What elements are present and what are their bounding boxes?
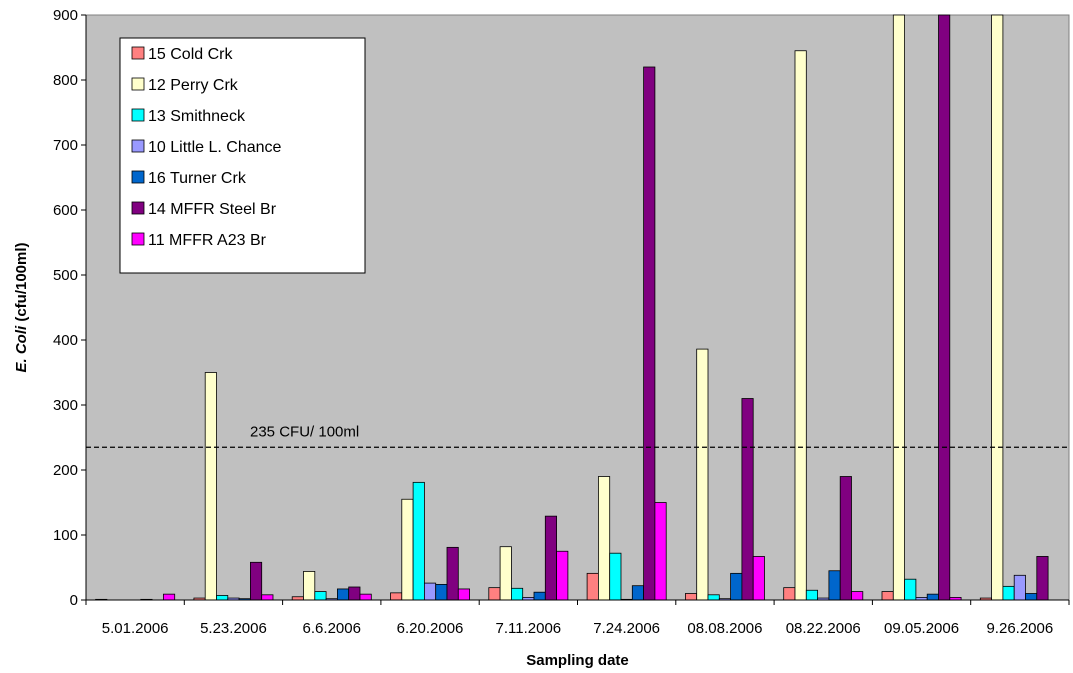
- y-tick-label: 600: [53, 202, 78, 219]
- legend-swatch: [131, 46, 145, 60]
- y-tick-label: 100: [53, 527, 78, 544]
- bar-1-8: [783, 587, 796, 601]
- legend-swatch: [131, 201, 145, 215]
- legend-swatch: [131, 139, 145, 153]
- bar-7-2: [261, 594, 274, 601]
- y-tick-label: 800: [53, 72, 78, 89]
- y-axis-title-italic: E. Coli: [13, 325, 30, 373]
- bar-6-10: [1036, 556, 1049, 601]
- bar-7-8: [851, 591, 864, 601]
- bar-3-7: [707, 594, 720, 601]
- y-tick-label: 700: [53, 137, 78, 154]
- legend-label: 16 Turner Crk: [148, 170, 247, 187]
- bar-3-3: [314, 591, 327, 601]
- bar-3-4: [412, 481, 425, 601]
- x-tick-label: 5.01.2006: [102, 620, 169, 637]
- bar-3-6: [609, 552, 622, 601]
- legend-label: 14 MFFR Steel Br: [148, 201, 277, 218]
- bar-6-7: [741, 398, 754, 601]
- bar-3-10: [1002, 585, 1015, 601]
- bar-1-9: [881, 591, 894, 601]
- bar-2-3: [303, 571, 316, 601]
- x-tick-label: 6.6.2006: [303, 620, 361, 637]
- bar-2-10: [991, 14, 1004, 601]
- bar-1-6: [586, 572, 599, 601]
- bar-2-5: [499, 546, 512, 601]
- bar-5-4: [435, 584, 448, 601]
- y-tick-label: 900: [53, 7, 78, 24]
- legend-swatch: [131, 77, 145, 91]
- legend-label: 12 Perry Crk: [148, 77, 239, 94]
- bar-3-5: [510, 587, 524, 601]
- bar-2-8: [794, 50, 807, 601]
- bar-2-6: [598, 476, 611, 601]
- y-tick-label: 200: [53, 462, 78, 479]
- bar-2-9: [892, 14, 905, 601]
- bar-5-7: [730, 572, 743, 601]
- legend-label: 11 MFFR A23 Br: [148, 232, 267, 249]
- bar-7-4: [457, 588, 470, 601]
- bar-2-4: [401, 498, 414, 601]
- legend-swatch: [131, 170, 145, 184]
- reference-line-label: 235 CFU/ 100ml: [250, 423, 359, 440]
- bar-4-10: [1013, 574, 1026, 601]
- x-tick-label: 08.22.2006: [786, 620, 861, 637]
- legend-label: 10 Little L. Chance: [148, 139, 282, 156]
- bar-7-5: [556, 550, 569, 601]
- y-tick-label: 500: [53, 267, 78, 284]
- bar-6-9: [938, 14, 951, 601]
- bars-group: [95, 14, 1049, 601]
- bar-3-2: [216, 595, 229, 601]
- bar-7-7: [752, 556, 765, 601]
- x-tick-label: 5.23.2006: [200, 620, 267, 637]
- x-tick-label: 7.24.2006: [593, 620, 660, 637]
- bar-4-4: [423, 582, 437, 601]
- bar-3-9: [904, 578, 917, 601]
- legend-label: 13 Smithneck: [148, 108, 246, 125]
- bar-6-2: [249, 561, 263, 601]
- legend: 15 Cold Crk 12 Perry Crk 13 Smithneck 10 Li…: [119, 37, 366, 274]
- reference-line-group: 235 CFU/ 100ml: [86, 423, 1069, 448]
- bar-6-3: [348, 586, 361, 601]
- x-tick-label: 09.05.2006: [884, 620, 959, 637]
- y-tick-label: 400: [53, 332, 78, 349]
- x-tick-label: 7.11.2006: [496, 620, 562, 637]
- y-axis-title-units: (cfu/100ml): [13, 242, 30, 325]
- bar-5-8: [828, 570, 841, 601]
- bar-5-10: [1025, 593, 1038, 601]
- bar-5-9: [926, 593, 939, 601]
- y-axis-title: E. Coli (cfu/100ml): [13, 242, 30, 372]
- bar-3-8: [805, 589, 818, 601]
- ticks-group: 0 100 200 300 400 500 600 700 800 900 5.01.2006 5.2…: [53, 7, 1070, 637]
- legend-label: 15 Cold Crk: [148, 46, 233, 63]
- bar-2-7: [696, 348, 709, 601]
- bar-6-5: [544, 515, 557, 601]
- bar-7-1: [162, 593, 176, 601]
- bar-6-8: [839, 476, 852, 601]
- legend-swatch: [131, 108, 145, 122]
- bar-5-6: [631, 585, 644, 601]
- bar-1-4: [390, 592, 403, 601]
- y-tick-label: 300: [53, 397, 78, 414]
- x-axis-title: Sampling date: [526, 652, 629, 669]
- y-tick-label: 0: [70, 592, 78, 609]
- bar-2-2: [204, 372, 217, 601]
- bar-1-5: [488, 587, 501, 601]
- bar-7-6: [654, 502, 667, 601]
- bar-1-7: [685, 593, 698, 601]
- bar-5-5: [533, 591, 546, 601]
- legend-box: [119, 37, 366, 274]
- legend-swatch: [131, 232, 145, 246]
- bar-6-6: [643, 66, 656, 601]
- bar-5-3: [336, 588, 350, 601]
- bar-6-4: [446, 546, 459, 601]
- x-tick-label: 08.08.2006: [687, 620, 762, 637]
- x-tick-label: 9.26.2006: [986, 620, 1053, 637]
- x-tick-label: 6.20.2006: [397, 620, 464, 637]
- bar-7-3: [359, 593, 372, 601]
